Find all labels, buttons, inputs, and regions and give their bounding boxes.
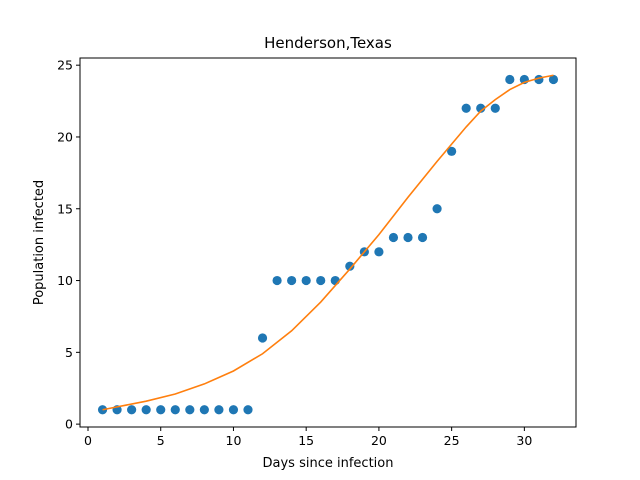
- data-point: [388, 232, 399, 243]
- y-tick-label: 5: [65, 345, 73, 360]
- plot-area: [97, 74, 559, 415]
- chart-title: Henderson,Texas: [264, 34, 392, 52]
- data-point: [272, 275, 282, 286]
- data-point: [287, 275, 297, 286]
- axes-frame: [79, 57, 577, 428]
- data-point: [156, 405, 166, 415]
- fit-line: [102, 74, 554, 411]
- data-point: [301, 275, 311, 286]
- x-tick-label: 30: [516, 433, 532, 448]
- data-point: [257, 333, 268, 343]
- data-point: [185, 405, 195, 415]
- data-point: [490, 103, 500, 113]
- data-point: [345, 261, 355, 271]
- y-tick-label: 20: [57, 129, 73, 144]
- x-tick-label: 15: [298, 433, 314, 448]
- data-point: [228, 405, 239, 415]
- data-point: [127, 405, 137, 415]
- data-point: [548, 74, 559, 85]
- data-point: [170, 405, 180, 415]
- data-point: [316, 275, 326, 286]
- x-axis-label: Days since infection: [263, 456, 394, 471]
- x-tick-label: 20: [371, 433, 387, 448]
- y-tick-label: 0: [65, 417, 73, 432]
- data-point: [432, 204, 442, 214]
- data-point: [476, 103, 486, 113]
- y-tick-label: 25: [57, 58, 73, 73]
- y-tick-label: 15: [57, 201, 73, 216]
- data-point: [374, 247, 384, 257]
- data-point: [447, 146, 457, 156]
- y-tick-label: 10: [57, 273, 73, 288]
- data-point: [214, 405, 224, 415]
- data-point: [243, 405, 253, 415]
- data-point: [97, 405, 108, 415]
- data-point: [505, 74, 515, 85]
- data-point: [403, 232, 413, 243]
- data-point: [461, 103, 471, 113]
- x-tick-label: 10: [226, 433, 242, 448]
- x-tick-label: 25: [444, 433, 460, 448]
- y-axis-label: Population infected: [32, 180, 47, 305]
- x-tick-label: 0: [84, 433, 92, 448]
- data-point: [417, 232, 428, 243]
- axes: 0 5 10 15 20 25 30 0 5 10 15 20 25: [57, 57, 577, 448]
- x-tick-label: 5: [157, 433, 165, 448]
- data-point: [141, 405, 151, 415]
- data-point: [330, 275, 340, 286]
- data-point: [199, 405, 209, 415]
